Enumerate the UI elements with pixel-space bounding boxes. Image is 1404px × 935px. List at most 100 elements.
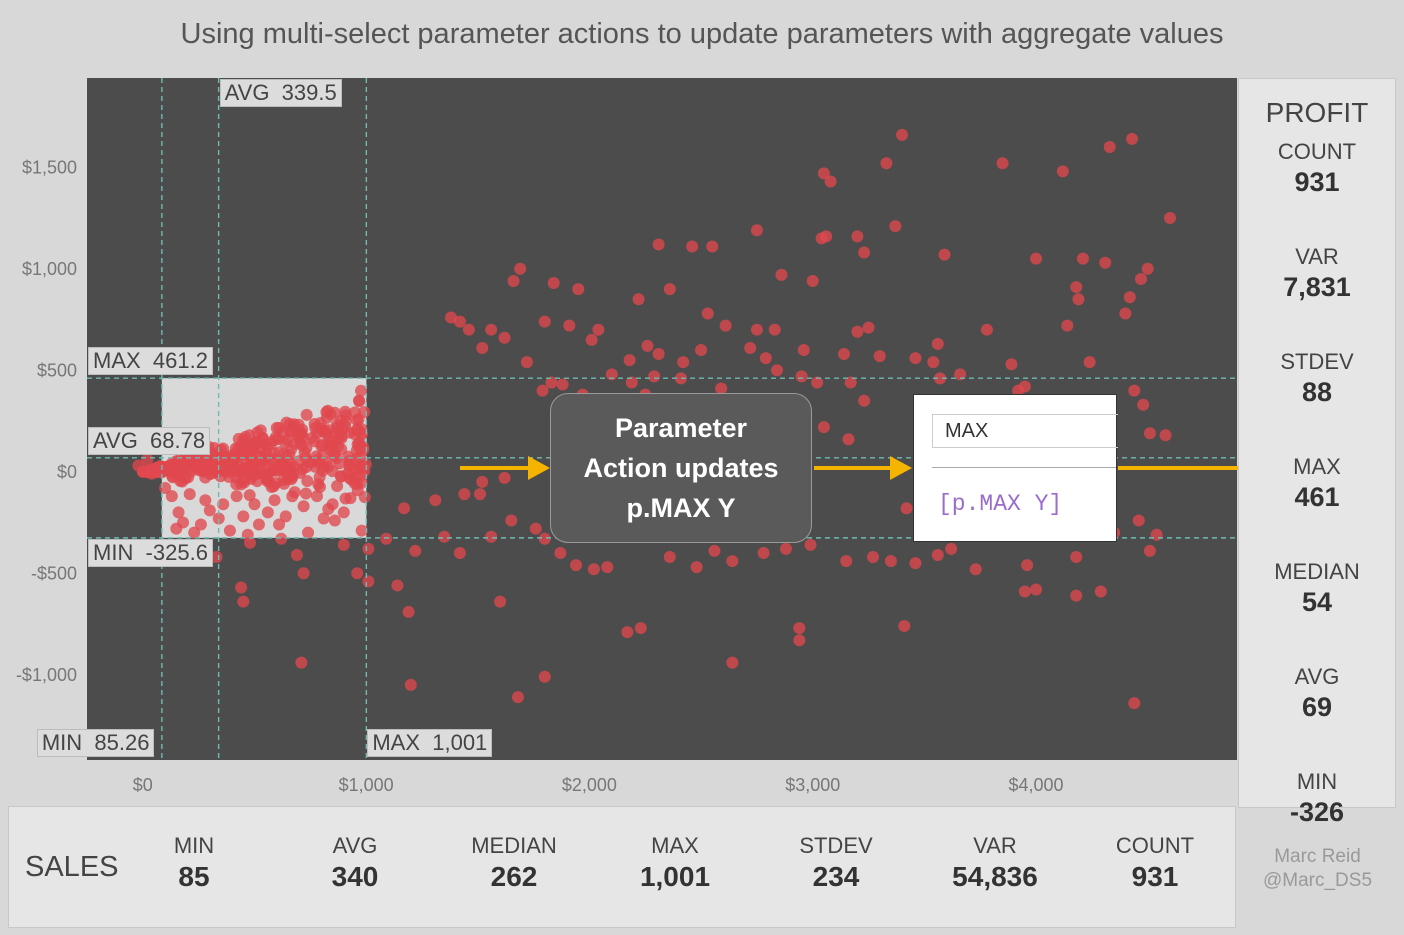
data-point[interactable] xyxy=(663,283,676,296)
data-point[interactable] xyxy=(605,368,618,381)
data-point[interactable] xyxy=(873,350,886,363)
data-point[interactable] xyxy=(238,476,251,489)
data-point[interactable] xyxy=(350,414,363,427)
data-point[interactable] xyxy=(1123,291,1136,304)
data-point[interactable] xyxy=(141,453,154,466)
data-point[interactable] xyxy=(260,473,273,486)
data-point[interactable] xyxy=(771,364,783,377)
data-point[interactable] xyxy=(795,370,808,383)
data-point[interactable] xyxy=(726,656,739,669)
data-point[interactable] xyxy=(311,490,323,503)
data-point[interactable] xyxy=(217,498,230,511)
data-point[interactable] xyxy=(273,518,286,531)
data-point[interactable] xyxy=(1164,212,1177,225)
data-point[interactable] xyxy=(438,530,451,543)
data-point[interactable] xyxy=(563,319,576,332)
data-point[interactable] xyxy=(264,438,277,451)
data-point[interactable] xyxy=(1018,585,1031,598)
data-point[interactable] xyxy=(194,518,207,531)
data-point[interactable] xyxy=(547,277,560,290)
data-point[interactable] xyxy=(343,458,356,471)
data-point[interactable] xyxy=(674,372,687,385)
data-point[interactable] xyxy=(954,368,967,381)
data-point[interactable] xyxy=(931,337,944,350)
data-point[interactable] xyxy=(708,544,721,557)
data-point[interactable] xyxy=(775,268,788,281)
data-point[interactable] xyxy=(239,430,252,443)
data-point[interactable] xyxy=(900,502,913,515)
data-point[interactable] xyxy=(980,323,993,336)
data-point[interactable] xyxy=(275,532,288,545)
data-point[interactable] xyxy=(793,634,806,647)
data-point[interactable] xyxy=(330,418,343,431)
data-point[interactable] xyxy=(538,532,551,545)
data-point[interactable] xyxy=(851,325,864,338)
data-point[interactable] xyxy=(1159,429,1172,442)
data-point[interactable] xyxy=(804,538,817,551)
data-point[interactable] xyxy=(252,518,265,531)
data-point[interactable] xyxy=(715,382,728,395)
data-point[interactable] xyxy=(514,262,527,275)
data-point[interactable] xyxy=(458,488,471,501)
data-point[interactable] xyxy=(247,457,260,470)
data-point[interactable] xyxy=(757,546,770,559)
data-point[interactable] xyxy=(299,487,312,500)
data-point[interactable] xyxy=(768,323,781,336)
data-point[interactable] xyxy=(538,670,551,683)
data-point[interactable] xyxy=(817,421,830,434)
data-point[interactable] xyxy=(1143,427,1156,440)
data-point[interactable] xyxy=(170,467,183,480)
data-point[interactable] xyxy=(648,370,661,383)
data-point[interactable] xyxy=(759,352,772,365)
data-point[interactable] xyxy=(288,421,301,434)
data-point[interactable] xyxy=(1056,165,1069,178)
data-point[interactable] xyxy=(701,307,714,320)
data-point[interactable] xyxy=(1076,252,1089,265)
data-point[interactable] xyxy=(1061,319,1074,332)
data-point[interactable] xyxy=(1126,132,1139,145)
data-point[interactable] xyxy=(507,274,520,287)
data-point[interactable] xyxy=(858,394,871,407)
data-point[interactable] xyxy=(320,406,333,419)
data-point[interactable] xyxy=(362,542,375,555)
data-point[interactable] xyxy=(326,498,339,511)
data-point[interactable] xyxy=(686,240,699,253)
data-point[interactable] xyxy=(183,488,196,501)
data-point[interactable] xyxy=(358,491,371,504)
data-point[interactable] xyxy=(587,563,600,576)
data-point[interactable] xyxy=(332,432,345,445)
data-point[interactable] xyxy=(402,605,415,618)
data-point[interactable] xyxy=(1132,514,1145,527)
data-point[interactable] xyxy=(1070,551,1083,564)
data-point[interactable] xyxy=(313,481,326,494)
data-point[interactable] xyxy=(339,415,352,428)
data-point[interactable] xyxy=(862,321,875,334)
data-point[interactable] xyxy=(938,248,951,261)
data-point[interactable] xyxy=(909,352,922,365)
data-point[interactable] xyxy=(208,441,221,454)
data-point[interactable] xyxy=(779,542,792,555)
data-point[interactable] xyxy=(572,283,585,296)
data-point[interactable] xyxy=(1128,384,1141,397)
data-point[interactable] xyxy=(485,530,498,543)
data-point[interactable] xyxy=(188,526,201,539)
data-point[interactable] xyxy=(224,457,237,470)
data-point[interactable] xyxy=(1103,141,1116,154)
data-point[interactable] xyxy=(290,548,303,561)
data-point[interactable] xyxy=(898,620,911,633)
data-point[interactable] xyxy=(182,471,195,484)
data-point[interactable] xyxy=(536,384,549,397)
data-point[interactable] xyxy=(1005,358,1018,371)
data-point[interactable] xyxy=(337,538,350,551)
data-point[interactable] xyxy=(625,376,638,389)
data-point[interactable] xyxy=(793,622,806,635)
data-point[interactable] xyxy=(337,506,350,519)
data-point[interactable] xyxy=(310,450,323,463)
calculated-field-editor[interactable]: MAX [p.MAX Y] xyxy=(913,394,1118,542)
data-point[interactable] xyxy=(188,459,201,472)
data-point[interactable] xyxy=(505,514,518,527)
data-point[interactable] xyxy=(353,395,366,408)
data-point[interactable] xyxy=(824,175,837,188)
data-point[interactable] xyxy=(498,331,511,344)
data-point[interactable] xyxy=(811,376,824,389)
